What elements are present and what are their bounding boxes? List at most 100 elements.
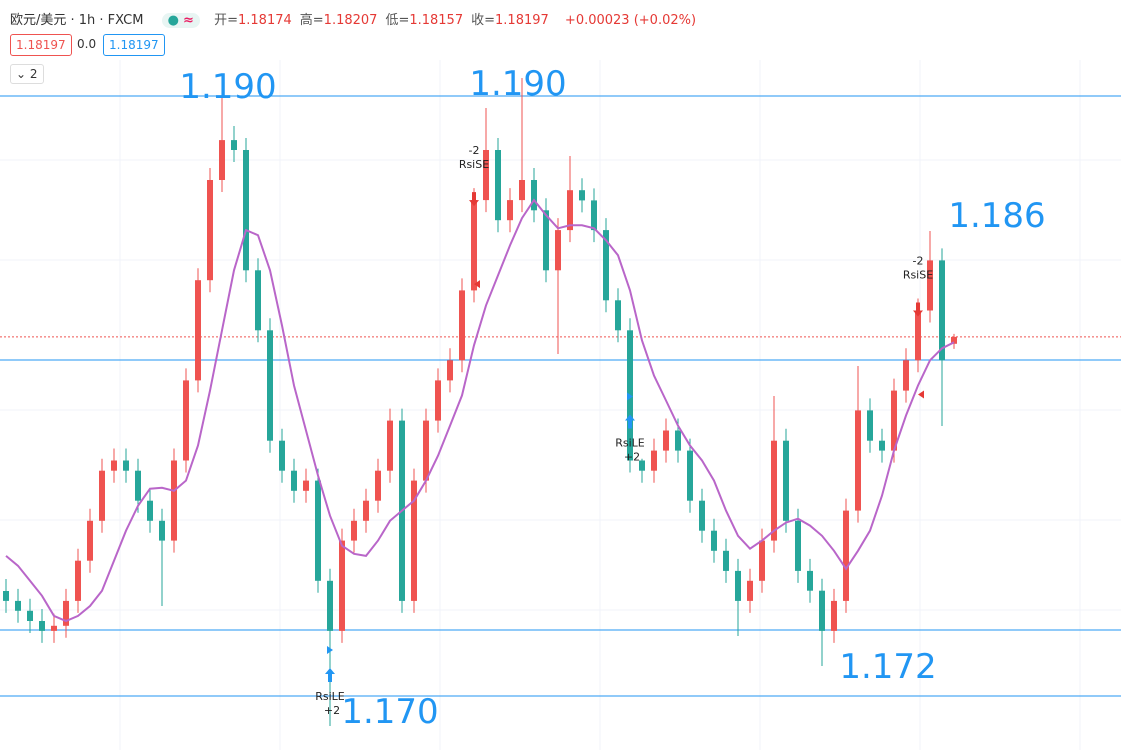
ohlc-value: 1.18174	[238, 13, 292, 28]
candle-body	[375, 470, 381, 501]
price-box: 0.0	[77, 37, 97, 51]
signal-label: RsiLE	[615, 437, 645, 450]
candle-body	[51, 625, 57, 631]
candle-body	[831, 600, 837, 631]
price-box: 1.18197	[103, 34, 165, 56]
candle-body	[735, 570, 741, 601]
candle-body	[927, 260, 933, 311]
candle-body	[915, 310, 921, 361]
candle-body	[291, 470, 297, 491]
ohlc-value: 1.18207	[323, 13, 378, 28]
candle-body	[423, 420, 429, 481]
entry-marker	[627, 392, 633, 401]
price-annotation: 1.190	[469, 64, 566, 104]
candle-body	[771, 440, 777, 541]
candle-body	[639, 460, 645, 471]
candle-body	[507, 200, 513, 221]
candle-body	[603, 230, 609, 301]
candle-body	[207, 180, 213, 281]
candle-body	[447, 360, 453, 381]
indicator-count: 2	[29, 67, 38, 81]
candle-body	[15, 600, 21, 611]
candle-body	[591, 200, 597, 231]
ohlc-label: 低=	[385, 13, 410, 28]
ohlc-label: 高=	[299, 13, 324, 28]
entry-marker	[918, 390, 924, 399]
candle-body	[3, 591, 9, 601]
candle-body	[159, 520, 165, 541]
candle-body	[939, 260, 945, 361]
indicator-toggle[interactable]: ⌄ 2	[10, 64, 44, 84]
candle-body	[411, 480, 417, 601]
signal-qty: -2	[913, 255, 924, 268]
candle-body	[651, 450, 657, 471]
background-grid	[0, 60, 1121, 750]
candle-body	[111, 460, 117, 471]
change: +0.00023 (+0.02%)	[564, 13, 697, 28]
candle-body	[891, 390, 897, 451]
candle-body	[351, 520, 357, 541]
candle-body	[723, 550, 729, 571]
candle-body	[579, 190, 585, 201]
status-pill[interactable]: ● ≈	[161, 13, 200, 28]
candle-body	[483, 150, 489, 201]
candle-body	[699, 500, 705, 531]
candle-body	[495, 150, 501, 221]
ohlc-label: 收=	[471, 13, 496, 28]
candle-body	[363, 500, 369, 521]
short-arrow	[913, 302, 923, 317]
candle-body	[663, 430, 669, 451]
candle-body	[855, 410, 861, 511]
signal-label: RsiLE	[315, 690, 345, 703]
candle-body	[219, 140, 225, 180]
ohlc-value: 1.18197	[495, 13, 549, 28]
candle-body	[327, 580, 333, 631]
candle-body	[267, 330, 273, 441]
price-annotation: 1.172	[839, 647, 936, 687]
signal-label: RsiSE	[903, 269, 933, 282]
candle-body	[39, 621, 45, 631]
candle-body	[615, 300, 621, 331]
candle-body	[87, 520, 93, 561]
candle-body	[75, 560, 81, 601]
price-box: 1.18197	[10, 34, 72, 56]
candle-body	[195, 280, 201, 381]
candle-body	[843, 510, 849, 601]
symbol: 欧元/美元 · 1h · FXCM	[10, 13, 144, 28]
candle-body	[807, 570, 813, 591]
candle-body	[303, 480, 309, 491]
candle-body	[255, 270, 261, 331]
candle-body	[63, 600, 69, 626]
candle-body	[819, 590, 825, 631]
signal-qty: -2	[469, 144, 480, 157]
price-annotation: 1.190	[179, 67, 276, 107]
candle-body	[747, 580, 753, 601]
signal-label: RsiSE	[459, 158, 489, 171]
signal-qty: +2	[624, 451, 640, 464]
short-arrow	[469, 192, 479, 207]
candle-body	[471, 200, 477, 291]
price-annotation: 1.170	[341, 692, 438, 732]
candle-body	[243, 150, 249, 271]
candle-body	[519, 180, 525, 201]
candle-body	[867, 410, 873, 441]
candle-body	[135, 470, 141, 501]
candle-body	[543, 210, 549, 271]
candle-body	[879, 440, 885, 451]
candle-body	[339, 540, 345, 631]
moving-average	[5, 198, 955, 623]
candle-body	[435, 380, 441, 421]
candle-body	[903, 360, 909, 391]
candle-body	[183, 380, 189, 461]
candle-body	[951, 336, 957, 344]
candle-body	[27, 610, 33, 621]
candle-body	[795, 520, 801, 571]
candle-body	[99, 470, 105, 521]
candle-body	[123, 460, 129, 471]
candle-body	[531, 180, 537, 211]
entry-marker	[474, 280, 480, 289]
candle-body	[759, 540, 765, 581]
header: 欧元/美元 · 1h · FXCM ● ≈ 开=1.18174 高=1.18207…	[10, 9, 704, 28]
ohlc: 开=1.18174 高=1.18207 低=1.18157 收=1.18197	[214, 13, 557, 28]
